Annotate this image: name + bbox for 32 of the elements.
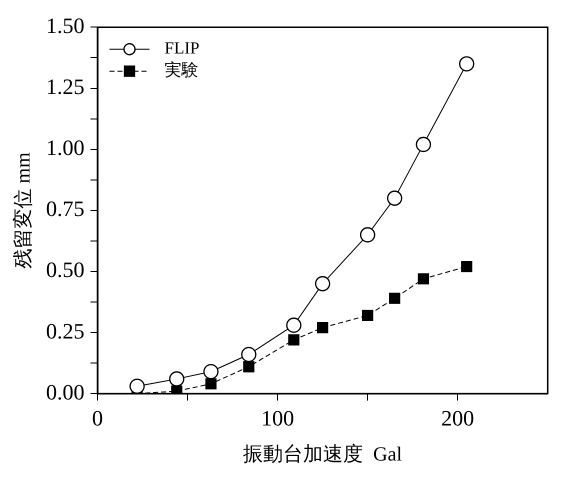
point <box>386 190 402 206</box>
point <box>203 364 219 380</box>
point <box>459 56 474 72</box>
point <box>243 361 254 372</box>
y-tick-label: 1.50 <box>46 12 84 38</box>
x-axis-title: 振動台加速度 Gal <box>243 443 402 466</box>
x-tick-label: 0 <box>92 406 103 431</box>
point <box>461 260 472 272</box>
legend-label: FLIP <box>164 38 200 58</box>
y-tick-label: 0.25 <box>46 318 84 344</box>
x-tick-label: 100 <box>261 406 294 431</box>
point <box>418 273 430 284</box>
point <box>241 346 256 362</box>
point <box>169 371 184 387</box>
point <box>360 227 376 242</box>
y-tick-label: 0.75 <box>46 196 84 222</box>
y-tick-label: 0.00 <box>46 379 84 404</box>
point <box>314 276 330 292</box>
point <box>288 334 300 346</box>
y-tick-label: 1.25 <box>46 74 84 100</box>
legend-label: 実験 <box>164 60 198 80</box>
point <box>129 378 145 394</box>
y-tick-label: 1.00 <box>46 135 84 160</box>
x-tick-label: 200 <box>441 406 474 431</box>
point <box>317 322 328 334</box>
point <box>205 378 217 390</box>
point <box>389 292 400 304</box>
point <box>416 136 432 152</box>
y-tick-label: 0.50 <box>46 257 84 282</box>
point <box>286 318 302 333</box>
point <box>362 310 374 322</box>
y-axis-title: 残留変位 mm <box>11 152 34 268</box>
